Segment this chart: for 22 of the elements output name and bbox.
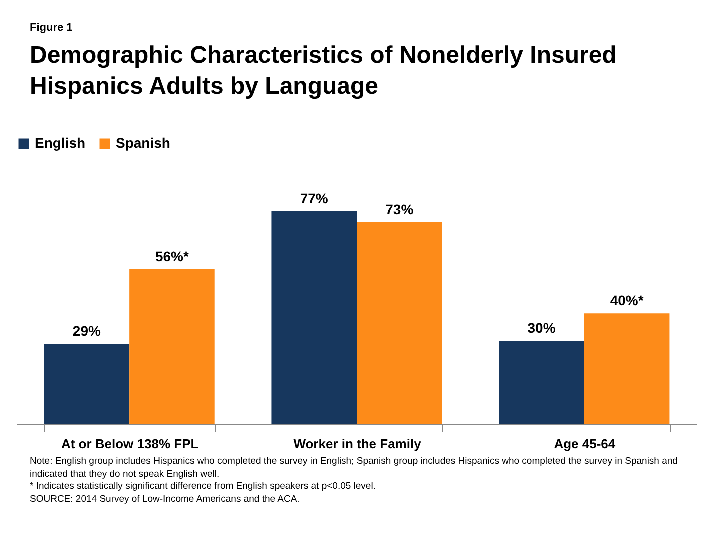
data-label: 29% [72,322,102,339]
bar [584,314,670,424]
x-tick-label: At or Below 138% FPL [61,436,199,452]
caption: Figure 1 [30,22,74,34]
chart-title: Demographic Characteristics of Nonelderly Insured Hispanics Adults by Language [30,41,618,102]
legend-label: English [35,135,86,151]
source-note: SOURCE: 2014 Survey of Low-Income Americans and the ACA. [30,494,301,506]
text: Note: English group includes Hispanics who completed the survey in English; Spanish group includes Hispanics who completed the survey in Spanish and indicated that they do not speak English well. [30,456,679,481]
text: * Indicates statistically significant difference from English speakers at p<0.05 level. [30,481,377,494]
data-label: 40%* [610,292,644,309]
bar [499,341,584,424]
data-label: 73% [386,202,414,218]
data-label: 56%* [155,248,190,264]
data-label: 30% [528,320,556,336]
x-tick-label: Age 45-64 [554,436,616,452]
legend-label: Spanish [116,135,170,151]
bar [130,269,215,424]
bar [357,222,442,424]
data-label: 77% [300,190,329,206]
bar [272,212,357,424]
x-tick-label: Worker in the Family [294,436,422,452]
bar [44,344,130,424]
